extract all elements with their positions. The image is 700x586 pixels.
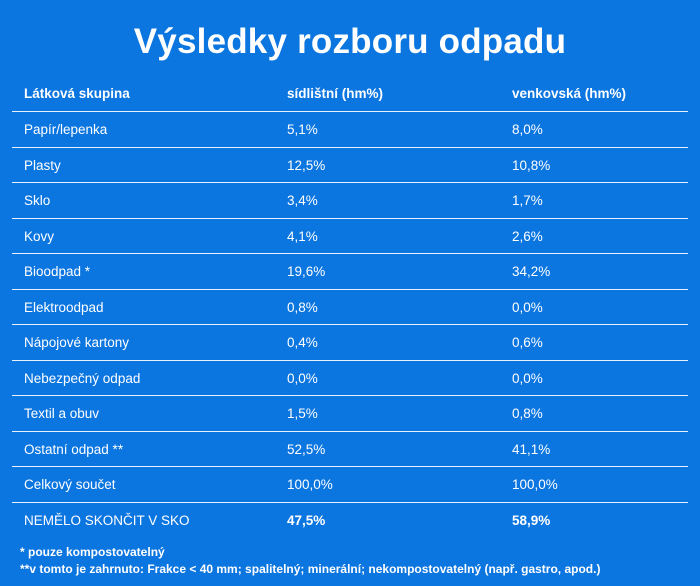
cell-urban: 52,5%	[287, 441, 326, 457]
table-row: Plasty 12,5% 10,8%	[12, 148, 688, 183]
table-row: Nebezpečný odpad 0,0% 0,0%	[12, 361, 688, 396]
footnote-1: * pouze kompostovatelný	[20, 545, 165, 559]
table-row: NEMĚLO SKONČIT V SKO 47,5% 58,9%	[12, 503, 688, 539]
cell-urban: 4,1%	[287, 228, 318, 244]
table-row: Sklo 3,4% 1,7%	[12, 183, 688, 219]
table-header-row: Látková skupina sídlištní (hm%) venkovsk…	[12, 76, 688, 112]
cell-substance-group: Celkový součet	[24, 477, 116, 492]
cell-urban: 100,0%	[287, 477, 333, 492]
cell-substance-group: Papír/lepenka	[24, 122, 108, 137]
cell-rural: 2,6%	[512, 228, 543, 244]
cell-urban: 1,5%	[287, 406, 318, 421]
cell-substance-group: Textil a obuv	[24, 406, 100, 421]
cell-urban: 0,8%	[287, 299, 318, 315]
cell-urban: 0,0%	[287, 370, 318, 386]
cell-substance-group: Plasty	[24, 157, 61, 173]
cell-rural: 0,8%	[512, 406, 543, 421]
header-substance-group: Látková skupina	[24, 86, 130, 101]
cell-rural: 0,0%	[512, 299, 543, 315]
table-row: Kovy 4,1% 2,6%	[12, 219, 688, 254]
table-row: Papír/lepenka 5,1% 8,0%	[12, 112, 688, 148]
results-table: Látková skupina sídlištní (hm%) venkovsk…	[12, 76, 688, 538]
footnotes: * pouze kompostovatelný **v tomto je zah…	[20, 544, 600, 578]
page-title: Výsledky rozboru odpadu	[133, 22, 567, 61]
table-row: Textil a obuv 1,5% 0,8%	[12, 396, 688, 432]
cell-rural: 41,1%	[512, 441, 551, 457]
cell-substance-group: Bioodpad *	[24, 264, 91, 279]
cell-rural: 34,2%	[512, 264, 551, 279]
cell-substance-group: NEMĚLO SKONČIT V SKO	[24, 512, 190, 528]
cell-substance-group: Ostatní odpad **	[24, 441, 124, 457]
header-urban: sídlištní (hm%)	[287, 86, 384, 101]
cell-substance-group: Nebezpečný odpad	[24, 370, 141, 386]
cell-substance-group: Elektroodpad	[24, 299, 104, 315]
cell-urban: 0,4%	[287, 335, 318, 350]
cell-rural: 0,0%	[512, 370, 543, 386]
cell-urban: 19,6%	[287, 264, 326, 279]
table-row: Nápojové kartony 0,4% 0,6%	[12, 325, 688, 361]
table-row: Bioodpad * 19,6% 34,2%	[12, 254, 688, 290]
table-row: Celkový součet 100,0% 100,0%	[12, 467, 688, 503]
cell-rural: 1,7%	[512, 193, 543, 208]
cell-urban: 3,4%	[287, 193, 318, 208]
cell-urban: 47,5%	[287, 512, 326, 528]
cell-substance-group: Sklo	[24, 193, 51, 208]
cell-rural: 8,0%	[512, 122, 543, 137]
cell-rural: 58,9%	[512, 512, 551, 528]
cell-rural: 100,0%	[512, 477, 558, 492]
header-rural: venkovská (hm%)	[512, 86, 627, 101]
table-row: Ostatní odpad ** 52,5% 41,1%	[12, 432, 688, 467]
cell-rural: 0,6%	[512, 335, 543, 350]
cell-rural: 10,8%	[512, 157, 551, 173]
cell-substance-group: Nápojové kartony	[24, 335, 130, 350]
footnote-2: **v tomto je zahrnuto: Frakce < 40 mm; s…	[20, 562, 601, 576]
cell-urban: 12,5%	[287, 157, 326, 173]
cell-urban: 5,1%	[287, 122, 318, 137]
cell-substance-group: Kovy	[24, 228, 55, 244]
table-row: Elektroodpad 0,8% 0,0%	[12, 290, 688, 325]
